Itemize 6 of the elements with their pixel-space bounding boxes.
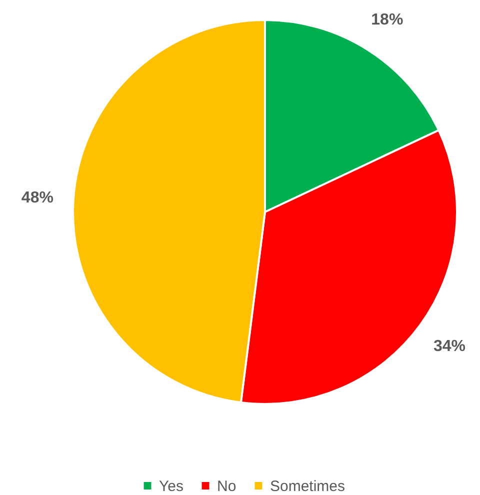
data-label: 48% bbox=[21, 190, 54, 207]
legend-label: No bbox=[217, 478, 236, 495]
legend-label: Sometimes bbox=[270, 478, 346, 495]
legend-label: Yes bbox=[159, 478, 184, 495]
data-label: 18% bbox=[371, 11, 404, 28]
data-label: 34% bbox=[433, 338, 466, 356]
